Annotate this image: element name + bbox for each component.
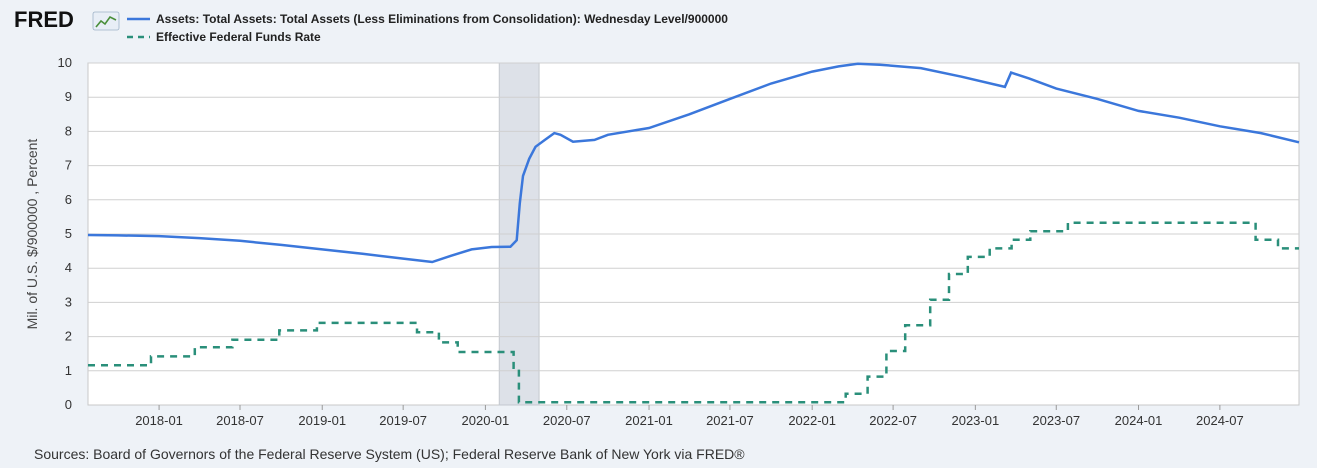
x-tick-label: 2019-01 xyxy=(298,413,346,428)
y-tick-label: 6 xyxy=(65,192,72,207)
y-tick-label: 0 xyxy=(65,397,72,412)
series-lines xyxy=(87,62,1300,404)
y-axis-ticks: 0 1 2 3 4 5 6 7 8 9 10 xyxy=(58,55,72,412)
source-text: Sources: Board of Governors of the Feder… xyxy=(34,446,745,462)
x-tick-label: 2021-07 xyxy=(706,413,754,428)
fred-logo: FRED xyxy=(14,7,74,32)
x-tick-label: 2019-07 xyxy=(379,413,427,428)
x-tick-label: 2018-01 xyxy=(135,413,183,428)
x-tick-label: 2018-07 xyxy=(216,413,264,428)
y-tick-label: 8 xyxy=(65,123,72,138)
y-tick-label: 2 xyxy=(65,329,72,344)
x-tick-label: 2024-07 xyxy=(1196,413,1244,428)
series-line-fedfunds xyxy=(88,221,1299,404)
x-tick-label: 2022-07 xyxy=(869,413,917,428)
y-axis-label: Mil. of U.S. $/900000 , Percent xyxy=(24,139,40,330)
legend-label-fedfunds: Effective Federal Funds Rate xyxy=(156,30,321,44)
y-tick-label: 5 xyxy=(65,226,72,241)
x-tick-label: 2023-07 xyxy=(1032,413,1080,428)
legend-label-assets: Assets: Total Assets: Total Assets (Less… xyxy=(156,12,728,26)
series-line-assets xyxy=(87,62,1300,264)
y-tick-label: 3 xyxy=(65,294,72,309)
x-tick-label: 2024-01 xyxy=(1115,413,1163,428)
y-tick-label: 10 xyxy=(58,55,72,70)
y-tick-label: 9 xyxy=(65,89,72,104)
legend: Assets: Total Assets: Total Assets (Less… xyxy=(127,12,728,44)
x-tick-label: 2020-07 xyxy=(543,413,591,428)
x-axis-ticks: 2018-01 2018-07 2019-01 2019-07 2020-01 2020-… xyxy=(135,405,1244,428)
y-tick-label: 1 xyxy=(65,363,72,378)
line-chart-icon xyxy=(92,11,120,31)
y-tick-label: 4 xyxy=(65,260,72,275)
y-tick-label: 7 xyxy=(65,158,72,173)
x-tick-label: 2023-01 xyxy=(951,413,999,428)
grid-lines xyxy=(88,62,1299,372)
x-tick-label: 2021-01 xyxy=(625,413,673,428)
x-tick-label: 2020-01 xyxy=(462,413,510,428)
x-tick-label: 2022-01 xyxy=(788,413,836,428)
